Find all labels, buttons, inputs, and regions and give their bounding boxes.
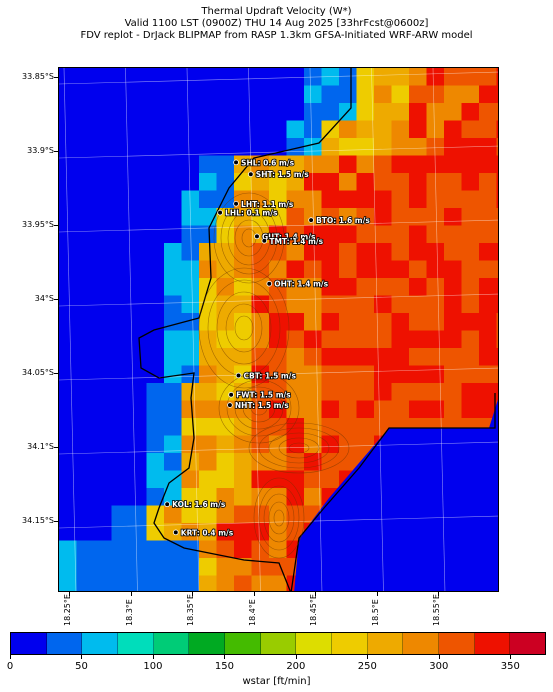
lon-tick bbox=[376, 592, 378, 596]
station-marker-krt bbox=[172, 529, 179, 536]
colorbar-swatch bbox=[153, 633, 190, 654]
station-label-cbt: CBT: 1.5 m/s bbox=[244, 371, 297, 380]
lon-tick bbox=[315, 592, 316, 596]
colorbar bbox=[10, 632, 546, 655]
station-marker-lht bbox=[233, 201, 239, 207]
colorbar-tick bbox=[295, 655, 297, 659]
lon-tick-label: 18.5°E bbox=[370, 599, 380, 626]
colorbar-swatch bbox=[510, 633, 546, 654]
colorbar-tick-label: 150 bbox=[214, 661, 234, 672]
colorbar-swatch bbox=[118, 633, 154, 654]
station-marker-lhl bbox=[217, 209, 223, 216]
colorbar-swatch bbox=[403, 633, 440, 654]
station-marker-bto bbox=[308, 217, 314, 223]
graticule bbox=[59, 68, 498, 591]
colorbar-swatch bbox=[189, 633, 226, 654]
lat-tick bbox=[54, 225, 58, 226]
model-subtitle: FDV replot - DrJack BLIPMAP from RASP 1.… bbox=[80, 30, 473, 41]
colorbar-tick bbox=[152, 655, 154, 659]
colorbar-swatch bbox=[260, 633, 297, 654]
station-marker-sht bbox=[248, 171, 254, 177]
terrain-contours bbox=[198, 192, 350, 559]
lat-tick-label: 33.9°S bbox=[27, 146, 54, 155]
ocean-area bbox=[294, 399, 498, 591]
colorbar-swatch bbox=[46, 633, 83, 654]
lat-tick bbox=[54, 299, 58, 300]
colorbar-tick-label: 200 bbox=[286, 661, 306, 672]
colorbar-tick-label: 100 bbox=[143, 661, 163, 672]
station-marker-cbt bbox=[235, 372, 242, 379]
station-label-sht: SHT: 1.5 m/s bbox=[256, 170, 309, 179]
lat-tick-label: 34°S bbox=[34, 294, 54, 303]
station-marker-nht bbox=[227, 402, 233, 408]
lon-tick bbox=[253, 592, 255, 596]
colorbar-tick-label: 250 bbox=[357, 661, 377, 672]
station-label-nht: NHT: 1.5 m/s bbox=[235, 401, 289, 410]
station-label-gut: GUT: 1.4 m/s bbox=[262, 232, 316, 241]
station-marker-oht bbox=[266, 280, 273, 287]
station-marker-fwt bbox=[228, 391, 234, 398]
lat-tick-label: 34.05°S bbox=[22, 368, 54, 377]
colorbar-tick bbox=[10, 655, 11, 659]
lat-tick bbox=[54, 151, 58, 152]
lon-tick bbox=[438, 592, 439, 596]
colorbar-swatch bbox=[474, 633, 511, 654]
station-marker-gut bbox=[254, 233, 260, 240]
map-title: Thermal Updraft Velocity (W*) bbox=[201, 6, 352, 17]
colorbar-swatch bbox=[82, 633, 119, 654]
lat-tick-label: 34.15°S bbox=[22, 516, 54, 525]
station-label-shl: SHL: 0.6 m/s bbox=[241, 158, 295, 167]
coastline bbox=[138, 68, 352, 591]
station-label-bto: BTO: 1.6 m/s bbox=[316, 216, 370, 225]
lon-tick-label: 18.25°E bbox=[63, 594, 72, 626]
colorbar-swatch bbox=[439, 633, 475, 654]
lon-tick bbox=[130, 592, 132, 596]
colorbar-tick bbox=[367, 655, 369, 659]
colorbar-swatch bbox=[296, 633, 333, 654]
lon-tick bbox=[69, 592, 70, 596]
map-canvas: SHL: 0.6 m/s SHT: 1.5 m/s LHT: 1.1 m/sLHL:… bbox=[59, 68, 498, 591]
station-marker-kol bbox=[164, 501, 170, 508]
colorbar-swatch bbox=[11, 633, 47, 654]
station-marker-tmt bbox=[261, 238, 268, 244]
station-label-lht: LHT: 1.1 m/s bbox=[241, 200, 294, 209]
colorbar-tick bbox=[510, 655, 512, 659]
lat-tick bbox=[54, 447, 58, 448]
lon-tick-label: 18.35°E bbox=[186, 594, 195, 626]
lat-tick-label: 33.85°S bbox=[22, 72, 54, 81]
station-marker-shl bbox=[233, 159, 239, 166]
lon-tick bbox=[192, 592, 193, 596]
valid-time-subtitle: Valid 1100 LST (0900Z) THU 14 Aug 2025 [… bbox=[124, 18, 429, 29]
colorbar-swatch bbox=[225, 633, 261, 654]
colorbar-tick bbox=[224, 655, 226, 659]
colorbar-tick-label: 300 bbox=[429, 661, 449, 672]
station-label-lhl: LHL: 0.1 m/s bbox=[225, 209, 278, 218]
lat-tick bbox=[54, 521, 58, 522]
station-label-tmt: TMT: 1.4 m/s bbox=[269, 237, 323, 246]
station-label-kol: KOL: 1.6 m/s bbox=[172, 500, 226, 509]
coastline-east bbox=[290, 393, 496, 591]
lat-tick-label: 33.95°S bbox=[22, 220, 54, 229]
lon-tick-label: 18.55°E bbox=[432, 594, 441, 626]
colorbar-swatch bbox=[367, 633, 404, 654]
colorbar-tick-label: 350 bbox=[500, 661, 520, 672]
station-label-oht: OHT: 1.4 m/s bbox=[274, 280, 328, 289]
colorbar-tick bbox=[81, 655, 83, 659]
lat-tick-label: 34.1°S bbox=[27, 442, 54, 451]
lon-tick-label: 18.45°E bbox=[309, 594, 318, 626]
lon-tick-label: 18.3°E bbox=[124, 599, 134, 626]
station-label-fwt: FWT: 1.5 m/s bbox=[236, 391, 291, 400]
colorbar-tick bbox=[438, 655, 440, 659]
wstar-map: SHL: 0.6 m/s SHT: 1.5 m/s LHT: 1.1 m/s LHL:… bbox=[58, 67, 499, 592]
colorbar-swatch bbox=[332, 633, 368, 654]
colorbar-label: wstar [ft/min] bbox=[242, 676, 311, 687]
colorbar-tick-label: 0 bbox=[6, 661, 14, 672]
lat-tick bbox=[54, 77, 58, 78]
station-label-krt: KRT: 0.4 m/s bbox=[181, 528, 234, 537]
lat-tick bbox=[54, 373, 58, 374]
colorbar-tick-label: 50 bbox=[75, 661, 88, 672]
lon-tick-label: 18.4°E bbox=[247, 599, 257, 626]
